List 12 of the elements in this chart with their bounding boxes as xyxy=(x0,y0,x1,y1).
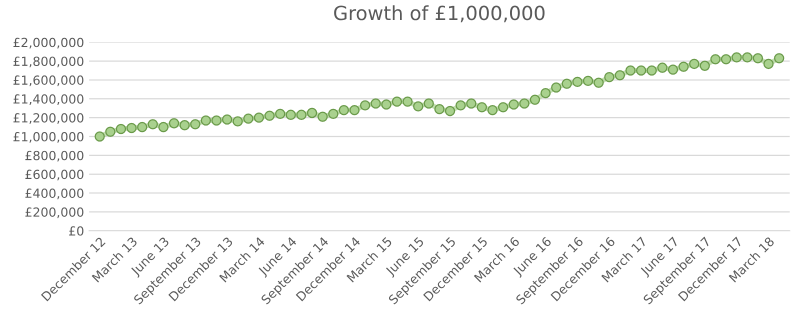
y-tick-label: £1,600,000 xyxy=(13,75,84,86)
y-tick-label: £1,200,000 xyxy=(13,113,84,124)
y-tick-label: £400,000 xyxy=(25,188,84,200)
y-tick-label: £1,400,000 xyxy=(13,94,84,105)
y-tick-label: £2,000,000 xyxy=(13,38,84,48)
y-tick-label: £800,000 xyxy=(25,150,84,162)
y-tick-label: £200,000 xyxy=(25,207,84,218)
y-tick-label: £600,000 xyxy=(25,170,84,180)
y-tick-label: £1,800,000 xyxy=(13,56,84,68)
chart-title: Growth of £1,000,000 xyxy=(334,5,545,22)
y-tick-label: £0 xyxy=(69,226,84,236)
y-tick-label: £1,000,000 xyxy=(13,132,84,143)
